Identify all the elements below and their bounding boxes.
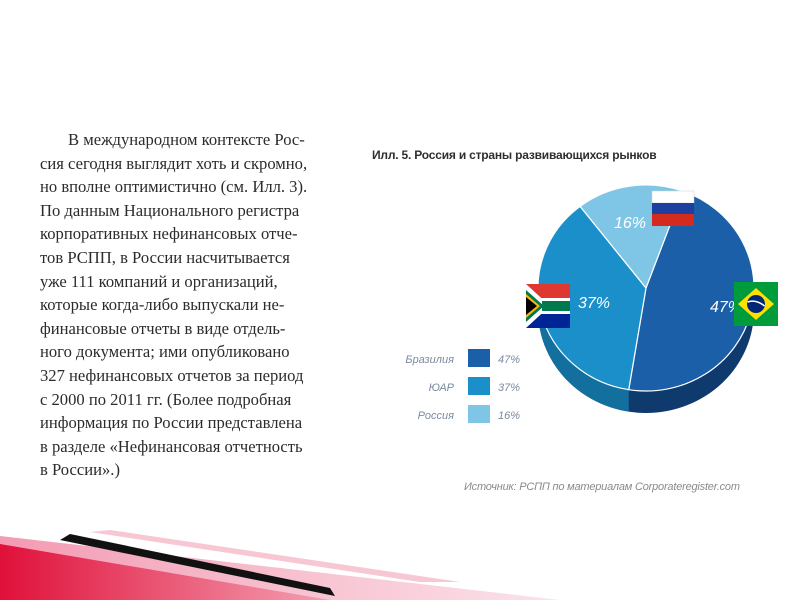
text-line: В международном контексте Рос- [68,130,305,149]
legend-label: Россия [418,410,454,422]
russia-flag [651,190,695,226]
legend: Бразилия 47% ЮАР 37% Россия 16% [405,349,520,423]
text-line: тов РСПП, в России насчитывается [40,247,290,267]
red-wedge [0,544,330,600]
legend-swatch [468,349,490,367]
text-line: корпоративных нефинансовых отче- [40,224,298,244]
flags [526,190,778,328]
chart-title: Илл. 5. Россия и страны развивающихся ры… [372,148,657,162]
bottom-decoration [0,530,560,600]
text-line: сия сегодня выглядит хоть и скромно, [40,153,308,173]
legend-value: 37% [498,382,520,394]
text-line: По данным Национального регистра [40,200,300,220]
legend-label: Бразилия [405,354,454,366]
text-line: в разделе «Нефинансовая отчетность [40,436,303,456]
light-stripe [90,530,460,582]
text-line: уже 111 компаний и организаций, [40,271,278,291]
text-line: ного документа; ими опубликовано [40,342,290,362]
legend-value: 47% [498,354,520,366]
text-line: но вполне оптимистично (см. Илл. 3). [40,177,308,197]
body-text: В международном контексте Рос-сия сегодн… [40,128,320,482]
legend-value: 16% [498,410,520,422]
brazil-flag [734,282,778,326]
text-line: которые когда-либо выпускали не- [40,295,285,315]
pie-depth-south-africa [538,288,629,412]
legend-swatch [468,377,490,395]
text-line: с 2000 по 2011 гг. (Более подробная [40,389,292,409]
source-note: Источник: РСПП по материалам Corporatere… [464,481,740,493]
legend-swatch [468,405,490,423]
text-line: информация по России представлена [40,413,303,433]
black-stripe [60,534,335,596]
text-line: в России».) [40,460,120,480]
legend-label: ЮАР [429,382,455,394]
slice-label: 16% [614,215,646,232]
pie-chart: Бразилия 47% ЮАР 37% Россия 16% 47% 37% 16% [405,184,778,423]
south-africa-flag [526,284,570,328]
slice-label: 37% [578,295,610,312]
text-line: 327 нефинансовых отчетов за период [40,365,304,385]
text-line: финансовые отчеты в виде отдель- [40,318,286,338]
pie-3d: 47%37%16% [537,184,755,413]
